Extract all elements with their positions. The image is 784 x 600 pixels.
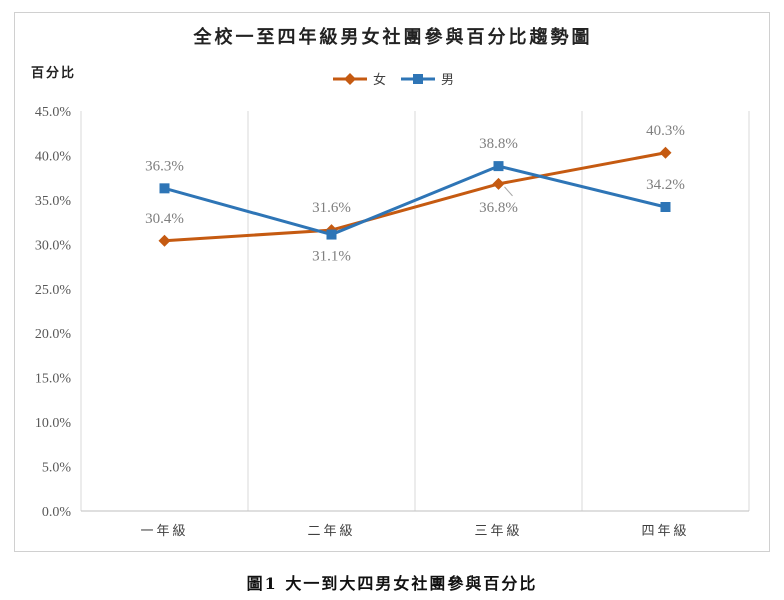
gridlines — [80, 111, 750, 512]
data-label: 31.1% — [312, 249, 351, 265]
y-tick-label: 45.0% — [35, 105, 72, 120]
y-tick-label: 0.0% — [42, 505, 72, 520]
series-layer — [158, 146, 672, 247]
y-tick-label: 5.0% — [42, 461, 72, 476]
chart-title: 全校一至四年級男女社團參與百分比趨勢圖 — [193, 26, 593, 48]
data-point-female — [659, 146, 672, 159]
data-point-male — [326, 229, 337, 240]
chart-frame: 全校一至四年級男女社團參與百分比趨勢圖 百分比 女 男 0.0% 5.0% 10.0… — [14, 12, 770, 552]
data-label: 38.8% — [479, 136, 518, 152]
x-axis-ticks: 一年級 二年級 三年級 四年級 — [140, 524, 689, 539]
legend-marker-male — [413, 74, 423, 84]
data-label: 30.4% — [145, 211, 184, 227]
data-label: 31.6% — [312, 200, 351, 216]
y-tick-label: 25.0% — [35, 283, 72, 298]
line-chart: 全校一至四年級男女社團參與百分比趨勢圖 百分比 女 男 0.0% 5.0% 10.0… — [31, 26, 750, 539]
x-tick-label: 二年級 — [307, 524, 355, 539]
data-label: 36.3% — [145, 158, 184, 174]
data-point-male — [493, 161, 504, 172]
label-leader-line — [504, 186, 513, 197]
series-line-male — [164, 164, 666, 237]
y-axis-label: 百分比 — [31, 65, 76, 81]
data-point-male — [159, 183, 170, 194]
x-tick-label: 四年級 — [641, 524, 689, 539]
figure-caption: 圖1 大一到大四男女社團參與百分比 — [246, 574, 538, 593]
data-point-male — [660, 202, 671, 212]
y-tick-label: 15.0% — [35, 372, 72, 387]
y-tick-label: 30.0% — [35, 238, 72, 253]
data-point-female — [158, 234, 171, 247]
series-line-female — [164, 151, 666, 243]
y-axis-ticks: 0.0% 5.0% 10.0% 15.0% 20.0% 25.0% 30.0% 35.0% 40… — [35, 105, 72, 520]
legend: 女 男 — [333, 72, 454, 88]
y-tick-label: 35.0% — [35, 194, 72, 209]
data-label: 34.2% — [646, 177, 685, 193]
legend-label-male: 男 — [441, 73, 454, 88]
legend-marker-female — [344, 73, 356, 85]
data-labels: 30.4% 31.6% 36.8% 40.3% 36.3% 31.1% 38.8% 34.2% — [145, 123, 685, 265]
y-tick-label: 10.0% — [35, 416, 72, 431]
data-label: 40.3% — [646, 123, 685, 139]
data-label: 36.8% — [479, 200, 518, 216]
x-tick-label: 一年級 — [140, 524, 188, 539]
data-point-female — [492, 177, 505, 190]
y-tick-label: 20.0% — [35, 327, 72, 342]
legend-label-female: 女 — [373, 72, 386, 88]
y-tick-label: 40.0% — [35, 149, 72, 164]
x-tick-label: 三年級 — [474, 524, 522, 539]
